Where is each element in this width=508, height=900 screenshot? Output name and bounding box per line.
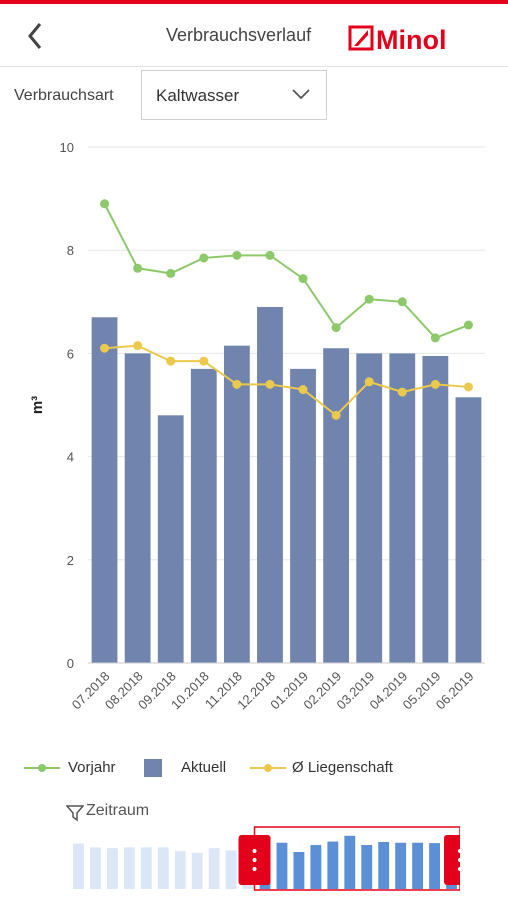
consumption-type-label: Verbrauchsart bbox=[14, 87, 114, 104]
time-range-navigator[interactable] bbox=[60, 825, 460, 895]
bar-aktuell[interactable] bbox=[422, 355, 449, 663]
navigator-bar bbox=[157, 847, 169, 889]
point-vorjahr[interactable] bbox=[430, 333, 440, 343]
y-axis-label: m³ bbox=[29, 396, 46, 414]
bar-aktuell[interactable] bbox=[356, 353, 383, 663]
bar-aktuell[interactable] bbox=[190, 368, 217, 663]
legend-item-liegenschaft[interactable]: Ø Liegenschaft bbox=[248, 752, 408, 782]
back-button[interactable] bbox=[22, 18, 52, 54]
bar-aktuell[interactable] bbox=[257, 306, 283, 663]
legend-item-vorjahr[interactable]: Vorjahr bbox=[22, 752, 132, 782]
app-header: Verbrauchsverlauf Minol bbox=[0, 4, 508, 67]
navigator-bar bbox=[327, 841, 339, 889]
legend-label-aktuell: Aktuell bbox=[181, 759, 227, 776]
navigator-bar bbox=[276, 842, 288, 889]
line-dot-icon bbox=[250, 764, 286, 772]
navigator-bar bbox=[174, 851, 186, 889]
consumption-chart: 0246810m³07.201808.201809.201810.201811.… bbox=[29, 140, 485, 712]
chevron-left-icon bbox=[28, 23, 42, 49]
navigator-handle-left[interactable] bbox=[238, 835, 271, 885]
point-liegenschaft[interactable] bbox=[166, 356, 176, 366]
legend-label-liegenschaft: Ø Liegenschaft bbox=[292, 759, 393, 776]
consumption-type-value: Kaltwasser bbox=[156, 86, 240, 105]
navigator-bar bbox=[73, 843, 84, 889]
navigator-bar bbox=[140, 847, 152, 889]
bar-aktuell[interactable] bbox=[124, 353, 151, 663]
point-vorjahr[interactable] bbox=[133, 263, 143, 273]
point-vorjahr[interactable] bbox=[298, 274, 308, 284]
point-vorjahr[interactable] bbox=[199, 253, 209, 263]
chart-legend: Vorjahr Aktuell Ø Liegenschaft bbox=[0, 752, 508, 782]
navigator-handle-right[interactable] bbox=[444, 835, 460, 885]
series-line-vorjahr bbox=[103, 203, 469, 340]
bar-aktuell[interactable] bbox=[323, 348, 350, 663]
navigator-bar bbox=[225, 850, 237, 889]
legend-label-vorjahr: Vorjahr bbox=[68, 759, 116, 776]
point-liegenschaft[interactable] bbox=[463, 382, 473, 392]
point-liegenschaft[interactable] bbox=[430, 379, 440, 389]
zeitraum-label: Zeitraum bbox=[86, 802, 150, 819]
series-line-liegenschaft bbox=[104, 344, 469, 417]
bar-aktuell[interactable] bbox=[91, 317, 118, 663]
y-tick-label: 2 bbox=[67, 553, 74, 568]
navigator-bar bbox=[412, 842, 424, 889]
navigator-bar bbox=[106, 848, 118, 889]
navigator-bar bbox=[191, 852, 203, 889]
point-vorjahr[interactable] bbox=[331, 323, 341, 333]
navigator-bar bbox=[123, 847, 135, 889]
minol-logo: Minol bbox=[348, 25, 446, 54]
legend-item-aktuell[interactable]: Aktuell bbox=[143, 752, 243, 782]
navigator-bar bbox=[90, 847, 101, 889]
navigator-bar bbox=[208, 848, 220, 889]
point-vorjahr[interactable] bbox=[265, 250, 275, 260]
point-liegenschaft[interactable] bbox=[265, 379, 275, 389]
bar-aktuell[interactable] bbox=[290, 368, 316, 663]
navigator-bar bbox=[344, 835, 356, 889]
point-liegenschaft[interactable] bbox=[199, 356, 209, 366]
logo-text: Minol bbox=[376, 25, 446, 54]
point-liegenschaft[interactable] bbox=[331, 410, 341, 420]
y-tick-label: 0 bbox=[67, 656, 74, 671]
point-vorjahr[interactable] bbox=[232, 250, 242, 260]
point-liegenschaft[interactable] bbox=[133, 341, 143, 351]
bar-aktuell[interactable] bbox=[157, 415, 184, 663]
navigator-bar bbox=[361, 845, 373, 889]
point-liegenschaft[interactable] bbox=[364, 377, 374, 387]
point-liegenschaft[interactable] bbox=[397, 387, 407, 397]
filter-icon bbox=[66, 805, 84, 822]
point-vorjahr[interactable] bbox=[100, 199, 110, 209]
brand-top-line bbox=[0, 0, 508, 4]
navigator-bar bbox=[293, 851, 305, 889]
y-tick-label: 8 bbox=[67, 243, 74, 258]
line-dot-icon bbox=[24, 764, 60, 772]
bar-aktuell[interactable] bbox=[223, 345, 250, 663]
consumption-type-select[interactable]: Kaltwasser bbox=[141, 70, 327, 120]
point-vorjahr[interactable] bbox=[166, 268, 176, 278]
y-tick-label: 6 bbox=[67, 346, 74, 361]
y-tick-label: 10 bbox=[60, 140, 74, 155]
point-liegenschaft[interactable] bbox=[100, 343, 110, 353]
bar-aktuell[interactable] bbox=[455, 397, 482, 663]
square-icon bbox=[144, 759, 162, 777]
point-liegenschaft[interactable] bbox=[298, 385, 308, 395]
navigator-bar bbox=[378, 841, 390, 889]
point-liegenschaft[interactable] bbox=[232, 379, 242, 389]
y-tick-label: 4 bbox=[67, 450, 74, 465]
page-title: Verbrauchsverlauf bbox=[166, 25, 312, 45]
point-vorjahr[interactable] bbox=[463, 320, 473, 330]
point-vorjahr[interactable] bbox=[364, 294, 374, 304]
point-vorjahr[interactable] bbox=[397, 297, 407, 307]
navigator-bar bbox=[429, 843, 440, 889]
chevron-down-icon bbox=[292, 89, 310, 100]
navigator-bar bbox=[395, 842, 407, 889]
bar-aktuell[interactable] bbox=[389, 353, 416, 663]
navigator-bar bbox=[310, 845, 322, 889]
